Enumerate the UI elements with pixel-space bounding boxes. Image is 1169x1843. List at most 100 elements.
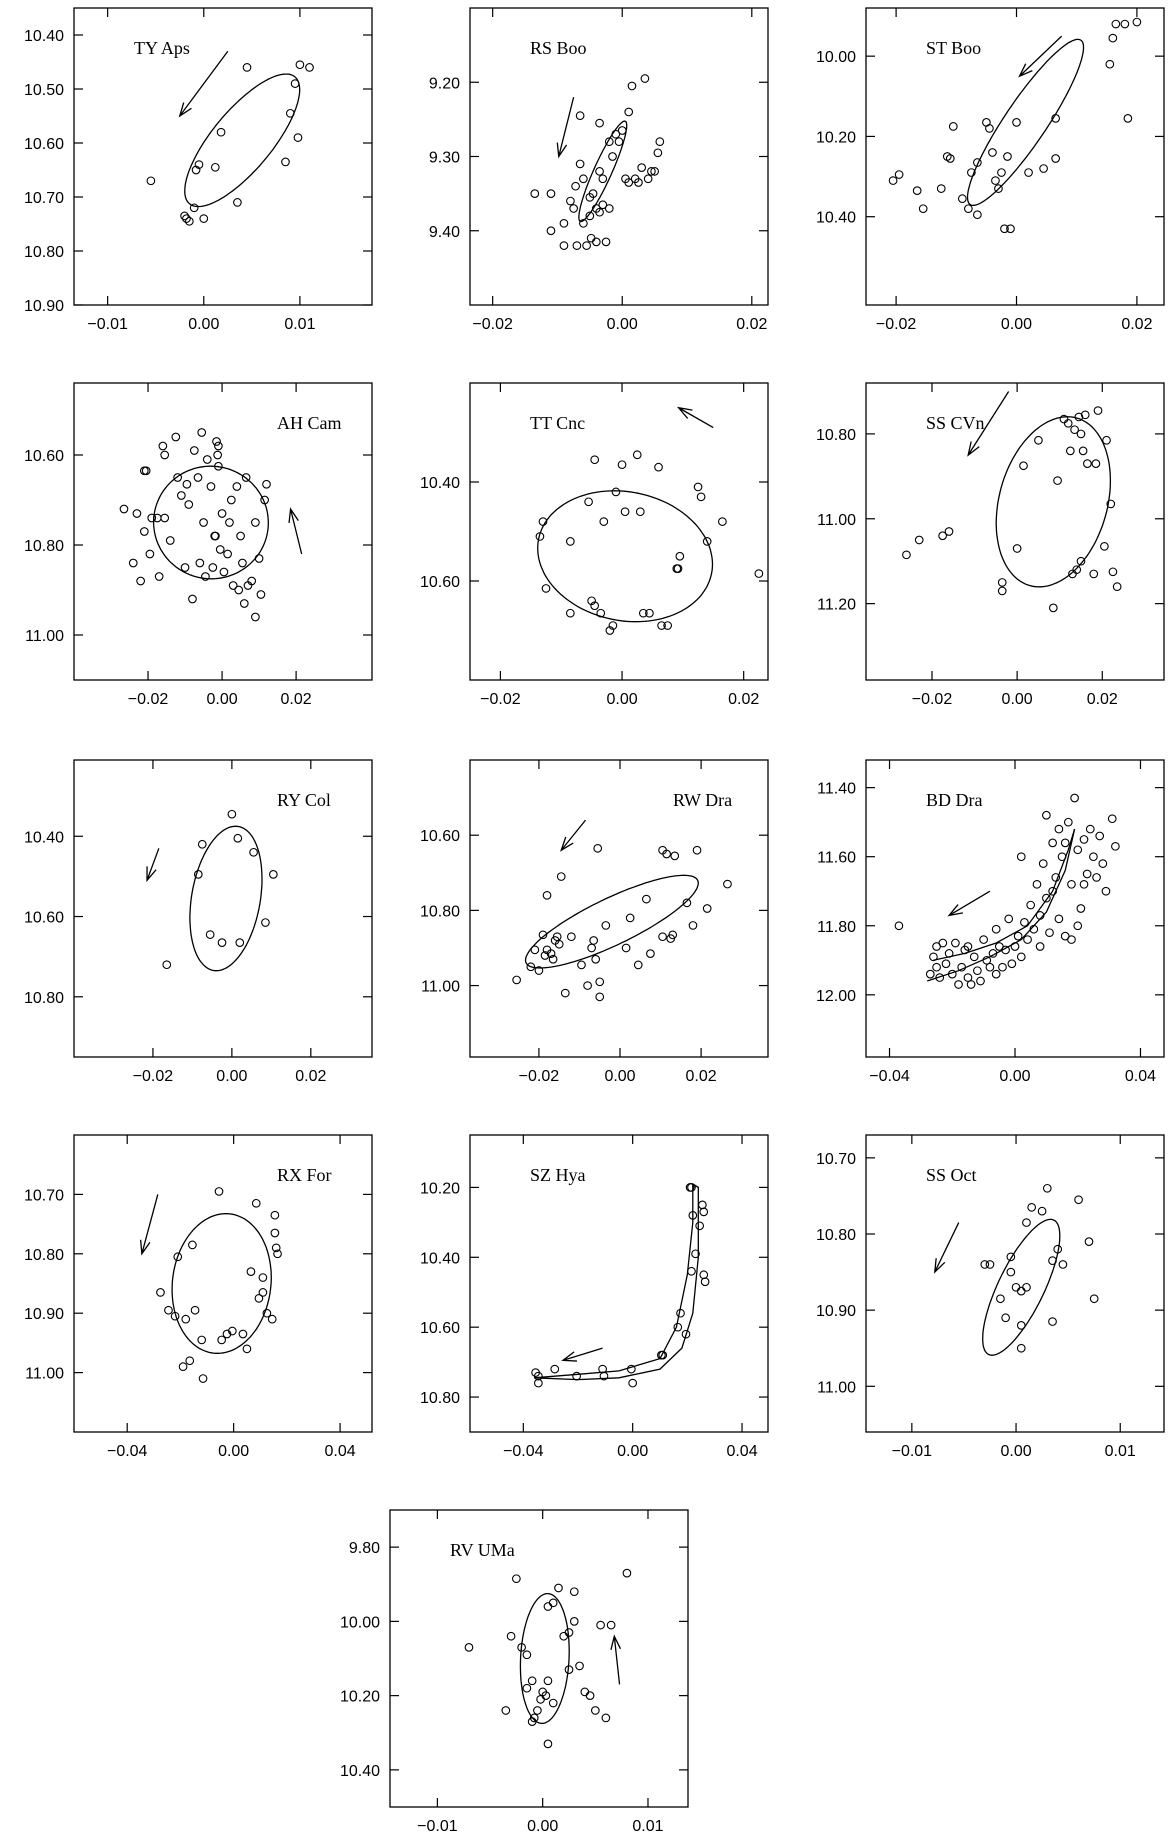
y-tick-label: 11.00 <box>25 628 64 645</box>
data-point <box>156 1288 165 1297</box>
y-tick-label: 10.40 <box>420 475 460 492</box>
data-point <box>572 1371 581 1381</box>
data-point <box>1039 164 1048 173</box>
y-tick-label: 10.60 <box>420 574 460 591</box>
data-point <box>657 621 666 630</box>
data-point <box>980 1260 990 1269</box>
data-point <box>173 1252 183 1262</box>
data-point <box>1053 476 1062 485</box>
data-point <box>194 160 204 169</box>
data-point <box>171 432 181 442</box>
data-point <box>1048 1317 1057 1326</box>
y-tick-label: 10.20 <box>816 129 856 146</box>
data-point <box>595 992 605 1002</box>
data-point <box>632 450 642 460</box>
x-tick-label: −0.02 <box>133 1068 174 1085</box>
x-tick-label: −0.01 <box>87 316 128 333</box>
star-name-label: SZ Hya <box>530 1165 586 1185</box>
data-point <box>273 1249 282 1259</box>
data-point <box>945 154 955 163</box>
data-point <box>1053 1244 1063 1254</box>
data-point <box>912 186 922 195</box>
data-point <box>1048 1256 1057 1266</box>
data-point <box>1007 959 1017 969</box>
data-point <box>723 879 732 889</box>
fit-ellipse <box>152 465 269 580</box>
data-point <box>691 1249 700 1259</box>
data-point <box>624 178 634 187</box>
data-point <box>227 809 237 819</box>
x-tick-label: 0.01 <box>632 1818 663 1835</box>
data-point <box>501 1706 511 1715</box>
data-point <box>305 63 314 72</box>
data-point <box>957 194 967 203</box>
data-point <box>564 1628 574 1637</box>
data-point <box>254 1293 264 1303</box>
y-tick-label: 9.30 <box>429 150 460 167</box>
data-point <box>191 165 201 175</box>
y-tick-label: 10.80 <box>24 538 64 555</box>
data-point <box>929 952 938 962</box>
panel-ty-aps: −0.01 0.00 0.01 10.40 10.50 10.60 10.70 10.80 10… <box>24 7 373 333</box>
y-tick-label: 9.40 <box>429 224 460 241</box>
data-point <box>543 1602 553 1611</box>
data-point <box>214 461 223 471</box>
data-point <box>189 203 199 213</box>
direction-arrow <box>556 96 575 159</box>
data-point <box>985 962 995 972</box>
data-point <box>985 1260 995 1269</box>
panel-rs-boo: −0.02 0.00 0.02 9.20 9.30 9.40 RS Boo <box>429 7 769 333</box>
data-point <box>512 1574 521 1584</box>
data-point <box>293 133 303 142</box>
y-tick-label: 11.20 <box>817 597 856 614</box>
data-point <box>228 581 238 590</box>
data-point <box>614 137 624 146</box>
data-point <box>582 241 591 250</box>
data-point <box>160 513 170 523</box>
data-point <box>640 74 650 83</box>
star-name-label: RY Col <box>277 790 331 810</box>
y-tick-label: 10.40 <box>24 28 64 45</box>
data-point <box>1101 886 1111 896</box>
data-point <box>506 1631 516 1641</box>
data-point <box>152 513 162 523</box>
data-point <box>1132 17 1142 27</box>
data-point <box>595 207 604 217</box>
x-tick-label: 0.00 <box>1000 1443 1031 1460</box>
x-tick-label: 0.04 <box>1125 1068 1156 1085</box>
data-point <box>145 549 155 559</box>
data-point <box>1076 429 1086 439</box>
data-point <box>165 536 175 545</box>
data-point <box>141 466 151 476</box>
data-point <box>621 943 631 953</box>
data-point <box>1016 1286 1026 1296</box>
data-point <box>658 1350 668 1360</box>
data-point <box>699 1207 709 1217</box>
y-tick-label: 10.80 <box>24 1247 64 1264</box>
x-tick-label: 0.04 <box>726 1443 757 1460</box>
data-point <box>1035 911 1045 920</box>
x-tick-label: 0.00 <box>216 1068 247 1085</box>
data-point <box>947 969 957 979</box>
data-point <box>1001 1313 1010 1323</box>
data-point <box>1038 859 1048 868</box>
panel-tt-cnc: −0.02 0.00 0.02 10.40 10.60 TT Cnc <box>420 382 769 708</box>
data-point <box>1042 893 1051 903</box>
data-point <box>241 473 251 482</box>
data-point <box>593 843 603 853</box>
y-tick-label: 10.20 <box>420 1180 460 1197</box>
data-point <box>954 980 963 989</box>
data-point <box>543 1739 553 1749</box>
panel-rx-for: −0.04 0.00 0.04 10.70 10.80 10.90 11.00 RX For <box>24 1134 373 1460</box>
data-point <box>550 1364 560 1374</box>
data-point <box>622 1568 632 1578</box>
data-point <box>1083 459 1092 468</box>
data-point <box>1111 841 1120 851</box>
data-point <box>262 479 271 489</box>
data-point <box>216 127 226 137</box>
data-point <box>567 932 576 942</box>
data-point <box>625 913 635 923</box>
data-point <box>260 495 269 505</box>
data-point <box>617 460 627 470</box>
star-name-label: SS Oct <box>926 1165 977 1185</box>
